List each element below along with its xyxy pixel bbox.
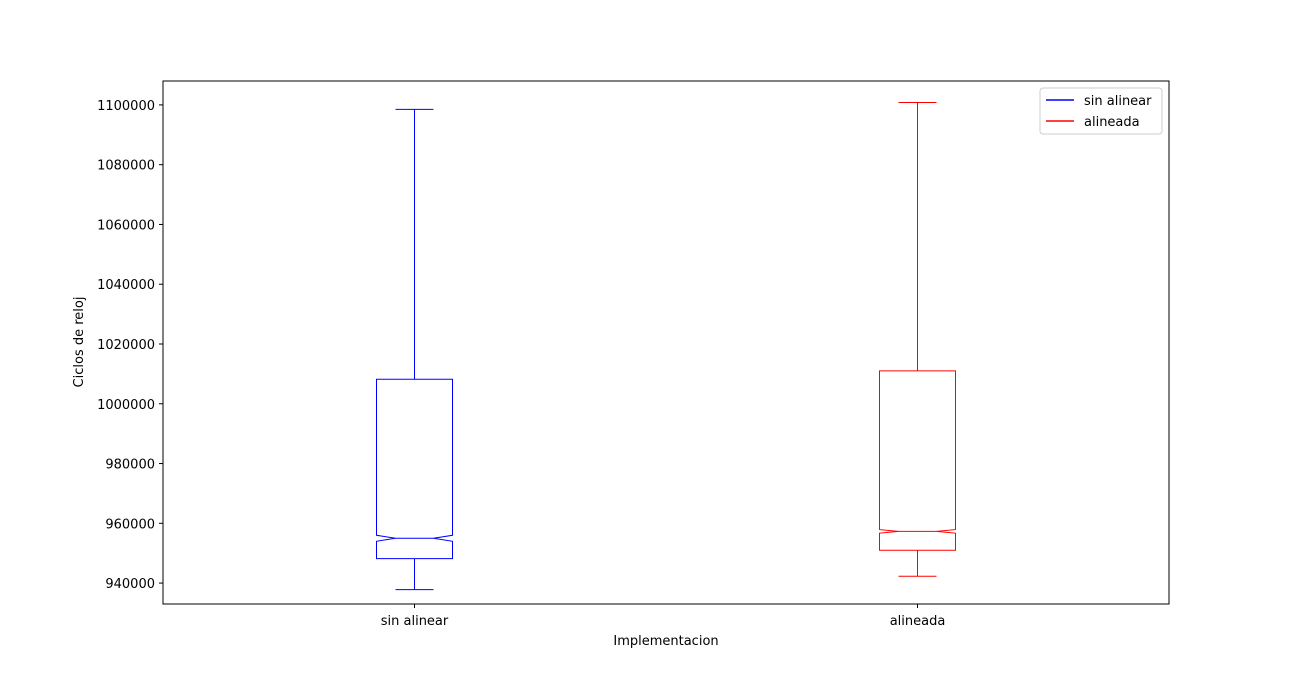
x-axis: sin alinear alineada — [381, 604, 946, 629]
box-body — [376, 378, 453, 560]
legend-label: alineada — [1084, 115, 1140, 130]
y-axis: 940000 960000 980000 1000000 1020000 1040000 1… — [97, 99, 163, 592]
y-tick-label: 1100000 — [97, 99, 155, 114]
y-tick-label: 1040000 — [97, 278, 155, 293]
legend-label: sin alinear — [1084, 94, 1152, 109]
y-tick-label: 1000000 — [97, 398, 155, 413]
x-tick-label: sin alinear — [381, 614, 449, 629]
legend: sin alinear alineada — [1039, 87, 1163, 135]
y-axis-title: Ciclos de reloj — [72, 297, 87, 388]
y-tick-label: 1020000 — [97, 338, 155, 353]
x-axis-title: Implementacion — [613, 634, 718, 649]
axes-frame — [162, 80, 1170, 605]
y-tick-label: 1080000 — [97, 159, 155, 174]
y-tick-label: 960000 — [105, 517, 155, 532]
x-tick-label: alineada — [890, 614, 946, 629]
box-alineada — [879, 102, 956, 577]
box-sin-alinear — [376, 108, 453, 591]
box-body — [879, 370, 956, 551]
y-tick-label: 1060000 — [97, 218, 155, 233]
y-tick-label: 980000 — [105, 458, 155, 473]
plot-area — [376, 102, 956, 591]
y-tick-label: 940000 — [105, 577, 155, 592]
